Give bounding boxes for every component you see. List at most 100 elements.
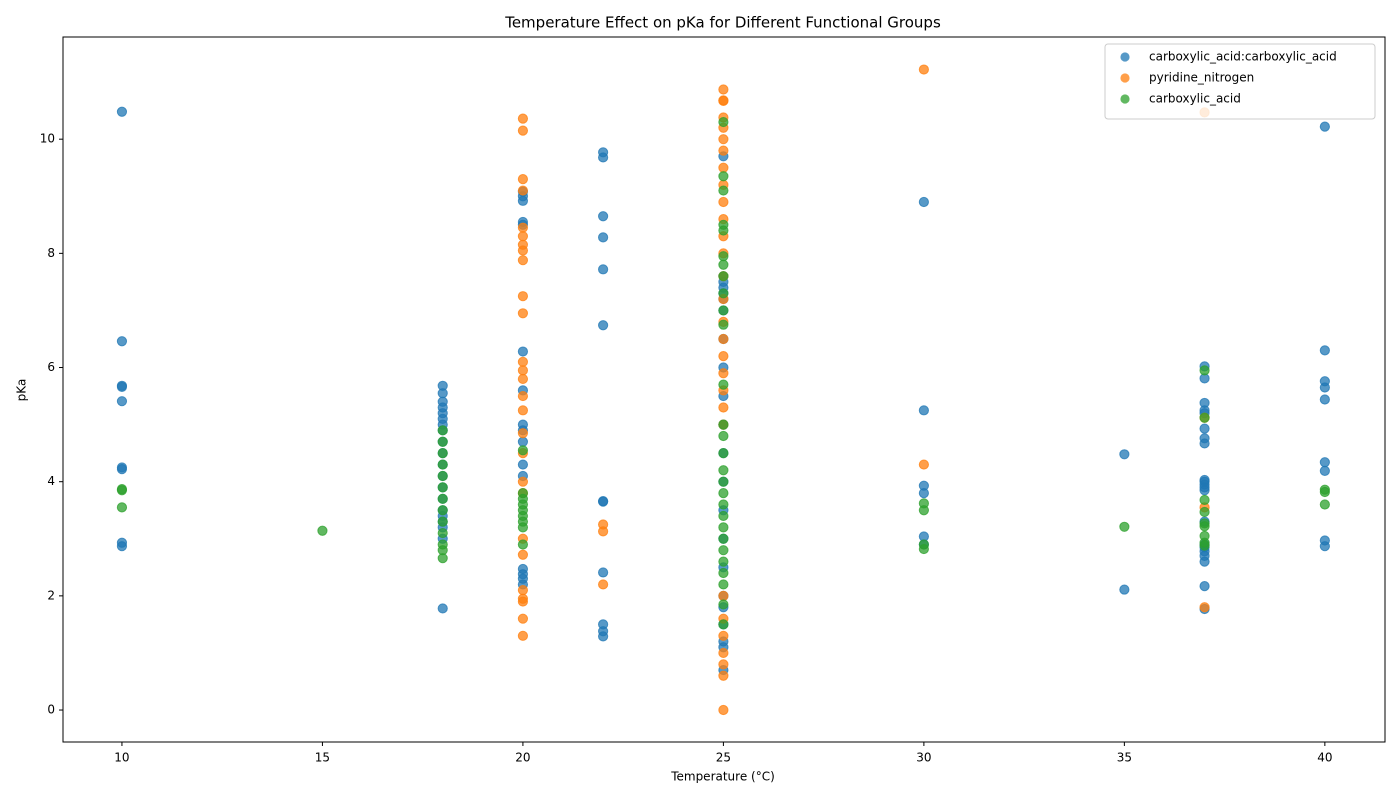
point [718, 465, 729, 476]
series [517, 64, 1210, 716]
point [718, 476, 729, 487]
point [1199, 556, 1210, 567]
point [718, 590, 729, 601]
point [1199, 602, 1210, 613]
point [718, 171, 729, 182]
point [598, 152, 609, 163]
point [718, 225, 729, 236]
y-tick-label: 2 [47, 588, 55, 602]
point [718, 185, 729, 196]
point [918, 459, 929, 470]
point [718, 402, 729, 413]
point [718, 251, 729, 262]
point [116, 485, 128, 496]
point [517, 373, 529, 385]
point [718, 545, 729, 556]
x-tick-label: 20 [515, 751, 530, 765]
point [517, 405, 529, 416]
point [718, 659, 729, 670]
point [116, 541, 128, 552]
y-tick-label: 0 [47, 703, 55, 717]
point [437, 527, 448, 539]
point [918, 196, 929, 208]
point [116, 502, 128, 513]
point [718, 368, 729, 379]
point [517, 308, 529, 319]
point [116, 464, 128, 475]
point [718, 259, 729, 270]
point [437, 603, 448, 614]
point [517, 459, 529, 470]
point [437, 436, 448, 447]
point [598, 567, 609, 578]
point [116, 396, 128, 407]
legend-box [1104, 43, 1376, 120]
y-tick-label: 6 [47, 360, 55, 374]
point [517, 585, 529, 596]
point [517, 231, 529, 242]
point [517, 428, 529, 439]
point [1119, 584, 1130, 595]
point [598, 526, 609, 537]
point [1319, 457, 1330, 468]
x-tick-label: 30 [916, 751, 931, 765]
point [718, 84, 729, 95]
chart-title: Temperature Effect on pKa for Different … [504, 14, 941, 32]
point [517, 255, 529, 266]
point [437, 459, 448, 470]
plot-frame [62, 36, 1386, 743]
legend-label: carboxylic_acid:carboxylic_acid [1149, 50, 1337, 64]
point [718, 630, 729, 641]
point [718, 430, 729, 442]
point [718, 448, 729, 459]
point [517, 185, 529, 196]
point [918, 405, 929, 416]
legend-marker [1120, 73, 1130, 83]
point [918, 488, 929, 499]
point [317, 525, 328, 536]
point [116, 381, 128, 393]
point [1199, 365, 1210, 376]
point [718, 419, 729, 430]
point [517, 113, 529, 124]
point [718, 196, 729, 208]
x-tick-label: 10 [114, 751, 129, 765]
point [718, 533, 729, 544]
point [718, 522, 729, 533]
point [1199, 540, 1210, 551]
point [598, 211, 609, 222]
point [437, 388, 448, 399]
point [437, 553, 448, 564]
point [517, 195, 529, 206]
point [1319, 499, 1330, 510]
point [718, 619, 729, 630]
point [517, 613, 529, 624]
point [1199, 494, 1210, 506]
point [718, 567, 729, 579]
point [918, 64, 929, 75]
point [718, 556, 729, 567]
point [517, 356, 529, 367]
point [1319, 394, 1330, 405]
point [1199, 506, 1210, 518]
point [1119, 449, 1130, 460]
point [437, 516, 448, 527]
point [517, 245, 529, 256]
point [437, 448, 448, 459]
point [517, 549, 529, 560]
point [598, 631, 609, 642]
point [718, 351, 729, 362]
point [517, 390, 529, 402]
point [517, 445, 529, 456]
point [116, 106, 128, 117]
point [517, 291, 529, 302]
point [918, 543, 929, 555]
point [1199, 581, 1210, 592]
point [598, 579, 609, 590]
point [517, 222, 529, 233]
x-axis-label: Temperature (°C) [670, 770, 775, 784]
point [437, 493, 448, 504]
point [718, 579, 729, 590]
point [718, 599, 729, 610]
